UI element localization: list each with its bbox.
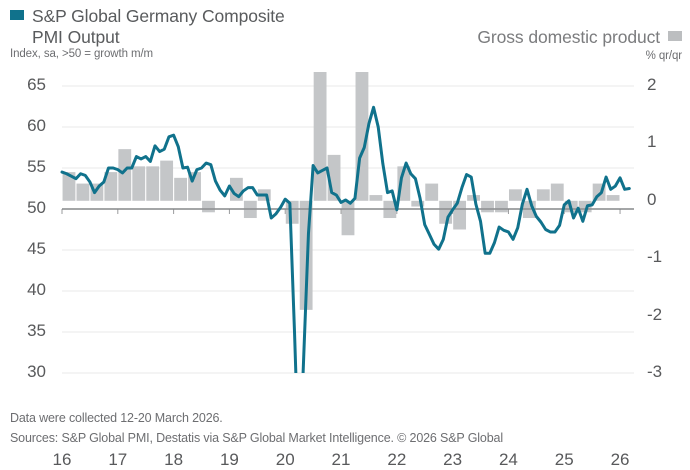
gdp-bar <box>578 200 592 213</box>
pmi-line <box>60 105 631 373</box>
legend-swatch-pmi <box>10 10 24 20</box>
y2-axis-tick-label: 0 <box>647 189 657 209</box>
x-axis-tick-label: 16 <box>52 450 72 469</box>
gdp-bar <box>411 200 425 207</box>
y-axis-tick-label: 60 <box>27 116 46 135</box>
x-axis-tick-label: 19 <box>219 450 239 469</box>
gdp-bar <box>104 172 118 201</box>
pmi-line-group <box>60 105 631 373</box>
legend-swatch-gdp <box>668 31 682 41</box>
gdp-bar <box>481 200 494 213</box>
x-axis-tick-label: 22 <box>387 450 407 469</box>
y-axis-tick-label: 65 <box>27 75 46 94</box>
x-axis-tick-label: 26 <box>610 450 630 469</box>
gdp-bar <box>341 200 355 236</box>
x-axis-tick-label: 20 <box>275 450 295 469</box>
x-axis-tick-label: 21 <box>331 450 351 469</box>
gdp-bar <box>453 200 467 230</box>
x-axis-tick-label: 17 <box>108 450 128 469</box>
x-axis-tick-label: 18 <box>164 450 184 469</box>
gdp-bar <box>202 200 215 213</box>
y2-axis-tick-label: 1 <box>647 132 657 152</box>
gdp-bar <box>369 195 383 201</box>
gdp-bar <box>425 183 439 201</box>
gdp-bars <box>62 72 620 310</box>
axis-subtitle-left: Index, sa, >50 = growth m/m <box>10 48 154 60</box>
gdp-bar <box>313 72 327 201</box>
gdp-bar <box>118 149 132 201</box>
legend-label-gdp: Gross domestic product <box>477 27 660 47</box>
y-axis-tick-label: 45 <box>27 239 46 258</box>
gdp-bar <box>160 160 174 201</box>
y-axis-tick-label: 35 <box>27 321 46 340</box>
y-axis-tick-label: 40 <box>27 280 46 299</box>
legend-label-pmi-line1: S&P Global Germany Composite <box>32 6 285 26</box>
chart-svg <box>60 72 634 374</box>
gdp-bar <box>174 177 188 201</box>
y2-axis-tick-label: 2 <box>647 75 657 94</box>
y2-axis-tick-label: -3 <box>647 362 663 381</box>
gdp-bar <box>62 172 76 201</box>
gdp-bar <box>495 200 508 213</box>
y-axis-tick-label: 50 <box>27 198 46 217</box>
chart-header: S&P Global Germany Composite PMI Output … <box>0 0 690 72</box>
gdp-bar <box>508 189 522 201</box>
y2-axis-tick-label: -2 <box>647 304 663 324</box>
gdp-bar <box>550 183 564 201</box>
legend-label-pmi-line2: PMI Output <box>32 27 120 47</box>
y-axis-tick-label: 30 <box>27 362 46 381</box>
footnote-sources: Sources: S&P Global PMI, Destatis via S&… <box>10 431 503 445</box>
footnote-collection: Data were collected 12-20 March 2026. <box>10 411 223 425</box>
gdp-bar <box>285 200 299 224</box>
y2-axis-tick-label: -1 <box>647 247 663 267</box>
gdp-bar <box>146 166 160 201</box>
gdp-bar <box>132 166 146 201</box>
gdp-bar <box>606 195 620 201</box>
x-axis-tick-label: 24 <box>498 450 518 469</box>
x-axis-tick-label: 25 <box>554 450 574 469</box>
chart-footnotes: Data were collected 12-20 March 2026. So… <box>10 408 682 448</box>
gdp-bar <box>76 183 90 201</box>
axis-subtitle-right: % qr/qr <box>645 50 682 62</box>
y-axis-tick-label: 55 <box>27 157 46 176</box>
x-axis-tick-label: 23 <box>443 450 463 469</box>
chart-plot-area: 30 35 40 45 50 55 60 65 -3 -2 -1 0 1 2 16 17 18 19 20 21 22 2… <box>0 70 690 469</box>
legend-series-gdp: Gross domestic product <box>477 27 682 48</box>
gdp-bar <box>536 189 550 201</box>
legend-series-pmi: S&P Global Germany Composite PMI Output <box>10 6 410 48</box>
